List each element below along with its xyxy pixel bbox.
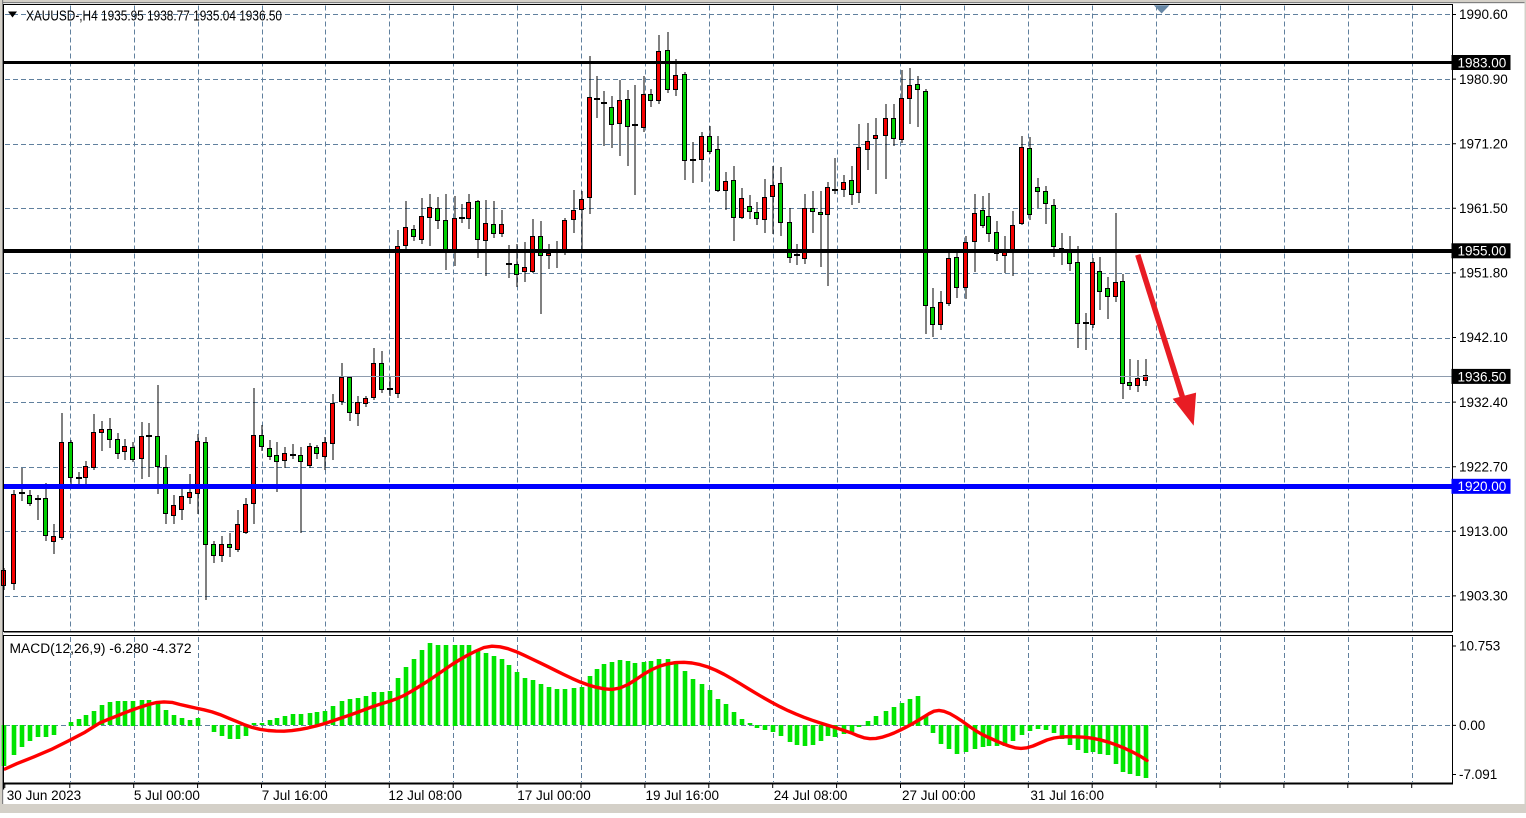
svg-text:0.00: 0.00 (1459, 718, 1485, 733)
svg-text:5 Jul 00:00: 5 Jul 00:00 (134, 788, 200, 803)
svg-text:27 Jul 00:00: 27 Jul 00:00 (902, 788, 976, 803)
svg-text:31 Jul 16:00: 31 Jul 16:00 (1030, 788, 1104, 803)
svg-text:1922.70: 1922.70 (1459, 459, 1508, 474)
svg-text:1990.60: 1990.60 (1459, 7, 1508, 22)
svg-text:1983.00: 1983.00 (1458, 55, 1507, 70)
svg-text:1903.30: 1903.30 (1459, 589, 1508, 604)
svg-text:1942.10: 1942.10 (1459, 330, 1508, 345)
svg-text:MACD(12,26,9) -6.280 -4.372: MACD(12,26,9) -6.280 -4.372 (10, 641, 192, 656)
svg-text:30 Jun 2023: 30 Jun 2023 (7, 788, 81, 803)
svg-text:7 Jul 16:00: 7 Jul 16:00 (262, 788, 328, 803)
svg-text:19 Jul 16:00: 19 Jul 16:00 (646, 788, 720, 803)
svg-text:1920.00: 1920.00 (1458, 479, 1507, 494)
svg-text:1955.00: 1955.00 (1458, 244, 1507, 259)
svg-text:1971.20: 1971.20 (1459, 136, 1508, 151)
svg-text:1961.50: 1961.50 (1459, 201, 1508, 216)
svg-text:-7.091: -7.091 (1459, 767, 1497, 782)
svg-text:XAUUSD-,H4 1935.95 1938.77 19: XAUUSD-,H4 1935.95 1938.77 1935.04 1936.… (26, 9, 282, 25)
svg-text:12 Jul 08:00: 12 Jul 08:00 (388, 788, 462, 803)
svg-text:10.753: 10.753 (1459, 639, 1500, 654)
svg-text:24 Jul 08:00: 24 Jul 08:00 (774, 788, 848, 803)
svg-text:1932.40: 1932.40 (1459, 395, 1508, 410)
svg-text:1936.50: 1936.50 (1458, 369, 1507, 384)
svg-text:17 Jul 00:00: 17 Jul 00:00 (517, 788, 591, 803)
svg-text:1980.90: 1980.90 (1459, 72, 1508, 87)
svg-text:1951.80: 1951.80 (1459, 266, 1508, 281)
svg-text:1913.00: 1913.00 (1459, 524, 1508, 539)
